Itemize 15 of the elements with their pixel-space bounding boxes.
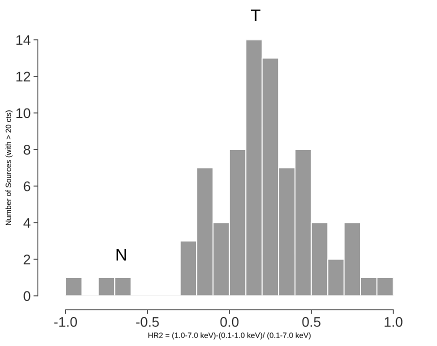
text: T <box>250 10 260 22</box>
y-tick-label: 10 <box>16 108 30 118</box>
x-tick-label: 0.0 <box>220 317 239 327</box>
x-tick-label: -1.0 <box>54 317 77 327</box>
y-tick-label: 6 <box>24 181 30 192</box>
x-tick-label: 0.5 <box>302 317 320 327</box>
y-tick-label: 2 <box>24 254 30 264</box>
y-tick-label: 12 <box>16 72 30 82</box>
x-tick-label: -0.5 <box>136 317 159 327</box>
annotation: N <box>116 248 126 260</box>
x-tick-label: 1.0 <box>384 317 402 327</box>
y-tick-label: 8 <box>24 144 30 155</box>
y-tick-label: 4 <box>23 218 30 228</box>
y-tick-label: 0 <box>24 291 30 301</box>
y-tick-label: 14 <box>16 35 30 45</box>
